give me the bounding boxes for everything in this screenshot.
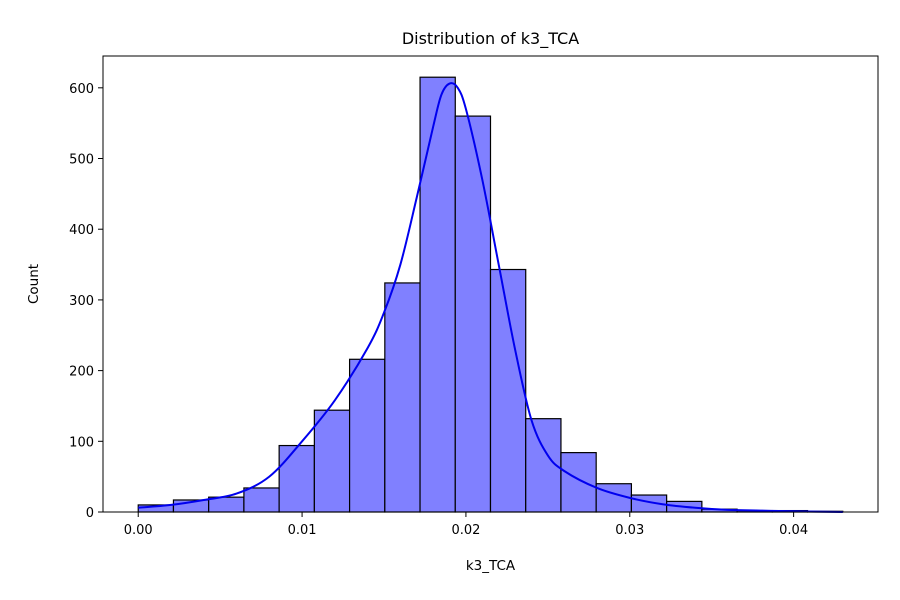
y-tick-label: 0 (86, 506, 94, 521)
histogram-bar (384, 282, 421, 513)
y-ticks-group: 0 100 200 300 400 500 600 (69, 82, 103, 521)
histogram-bar (560, 452, 597, 513)
x-tick-label: 0.02 (451, 523, 480, 538)
kde-group (138, 82, 843, 513)
kde-curve (138, 82, 843, 513)
histogram-bar (454, 115, 492, 513)
x-tick-label: 0.00 (124, 523, 153, 538)
histogram-bar (313, 409, 351, 513)
y-tick-label: 400 (69, 223, 94, 238)
x-axis-label: k3_TCA (466, 558, 516, 574)
y-axis-label: Count (26, 264, 42, 304)
y-tick-label: 100 (69, 435, 94, 450)
chart-title: Distribution of k3_TCA (402, 29, 579, 49)
y-tick-label: 300 (69, 294, 94, 309)
histogram-bar (278, 444, 315, 513)
x-tick-label: 0.04 (779, 523, 808, 538)
x-tick-label: 0.03 (615, 523, 644, 538)
axes-frame (102, 55, 879, 513)
y-tick-label: 500 (69, 153, 94, 168)
histogram-bar (419, 76, 456, 513)
histogram-bar (243, 487, 280, 513)
histogram-bar (348, 358, 386, 513)
y-tick-label: 200 (69, 365, 94, 380)
y-tick-label: 600 (69, 82, 94, 97)
histogram-bar (489, 268, 527, 513)
bars-group (137, 76, 844, 513)
x-tick-label: 0.01 (288, 523, 317, 538)
x-ticks-group: 0.00 0.01 0.02 0.03 0.04 (124, 512, 808, 538)
